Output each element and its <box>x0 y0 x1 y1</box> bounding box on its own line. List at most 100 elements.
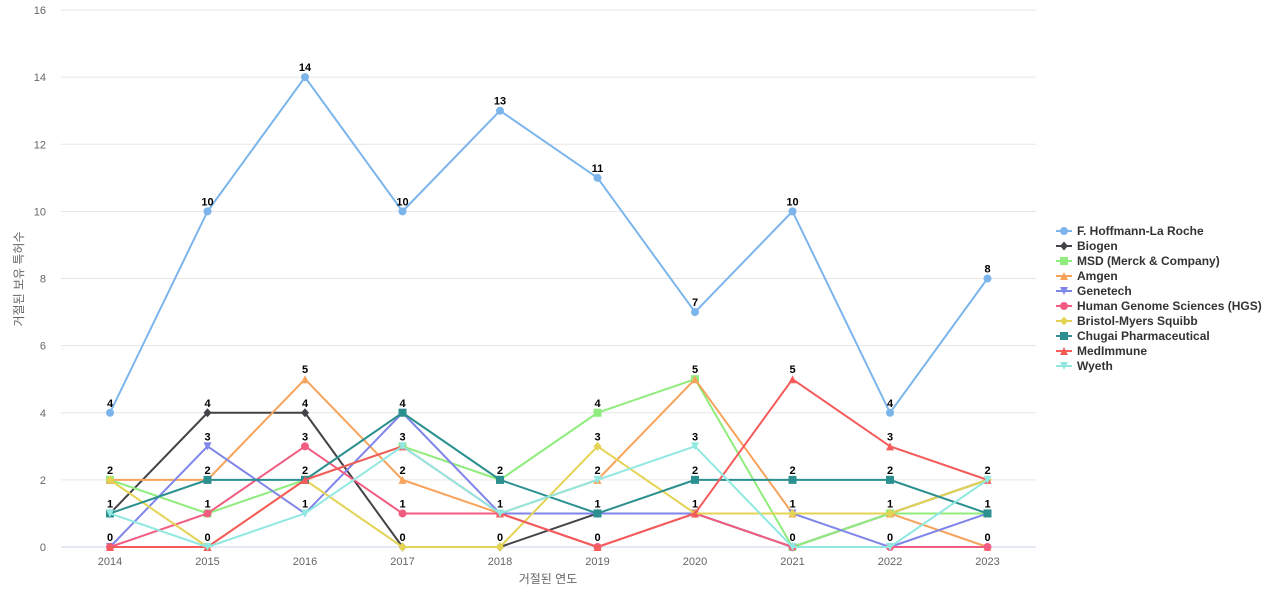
data-label: 0 <box>887 532 893 544</box>
data-point <box>691 308 699 317</box>
data-label: 7 <box>692 297 698 309</box>
data-label: 2 <box>984 465 990 477</box>
data-label: 1 <box>399 498 405 510</box>
legend-item[interactable]: Biogen <box>1056 239 1118 253</box>
data-point <box>496 475 504 484</box>
data-label: 2 <box>594 465 600 477</box>
data-label: 5 <box>789 364 795 376</box>
y-tick-label: 8 <box>40 274 46 286</box>
data-label: 4 <box>107 398 114 410</box>
data-label: 5 <box>302 364 308 376</box>
data-point <box>398 442 407 451</box>
x-tick-label: 2021 <box>780 556 804 568</box>
legend-label: F. Hoffmann-La Roche <box>1077 224 1204 238</box>
data-point <box>593 475 602 484</box>
data-label: 2 <box>887 465 893 477</box>
data-point <box>886 475 894 484</box>
legend-symbol <box>1060 302 1068 310</box>
y-axis-ticks: 0 2 4 6 8 10 12 14 16 <box>34 5 46 554</box>
data-label: 2 <box>789 465 795 477</box>
legend-item[interactable]: MSD (Merck & Company) <box>1056 254 1220 268</box>
data-label: 1 <box>594 498 600 510</box>
data-label: 2 <box>497 465 503 477</box>
data-point <box>788 207 797 216</box>
data-label: 2 <box>692 465 698 477</box>
data-point <box>691 375 699 384</box>
series-line <box>109 411 988 515</box>
data-point <box>983 509 992 518</box>
data-label: 0 <box>107 532 113 544</box>
y-tick-label: 2 <box>40 475 46 487</box>
legend-symbol <box>1060 227 1068 235</box>
data-label: 13 <box>494 96 506 108</box>
data-label: 4 <box>204 398 211 410</box>
legend-label: Bristol-Myers Squibb <box>1077 314 1198 328</box>
data-point <box>788 508 797 518</box>
data-point <box>496 509 504 518</box>
data-label: 3 <box>692 431 698 443</box>
legend-item[interactable]: Bristol-Myers Squibb <box>1056 314 1198 328</box>
data-point <box>496 106 504 115</box>
data-label: 4 <box>302 398 309 410</box>
data-point <box>886 408 894 417</box>
data-point <box>106 543 114 551</box>
data-label: 10 <box>201 196 213 208</box>
data-point <box>301 442 309 451</box>
data-point <box>886 508 894 518</box>
y-tick-label: 0 <box>40 542 46 554</box>
series-group <box>106 73 992 552</box>
data-point <box>106 475 114 485</box>
legend-label: MedImmune <box>1077 344 1147 358</box>
series-9 <box>106 442 992 551</box>
data-point <box>691 442 699 451</box>
legend-item[interactable]: Wyeth <box>1056 359 1113 373</box>
data-label: 1 <box>984 498 990 510</box>
data-label: 1 <box>692 498 698 510</box>
legend-item[interactable]: Amgen <box>1056 269 1118 283</box>
data-label: 0 <box>594 532 600 544</box>
data-label: 3 <box>399 431 405 443</box>
legend-symbol <box>1060 272 1068 280</box>
data-label: 1 <box>789 498 795 510</box>
x-tick-label: 2014 <box>98 556 122 568</box>
data-point <box>983 475 992 484</box>
legend-label: MSD (Merck & Company) <box>1077 254 1220 268</box>
data-label: 3 <box>302 431 308 443</box>
legend-item[interactable]: Chugai Pharmaceutical <box>1056 329 1210 343</box>
data-point <box>203 408 212 418</box>
y-tick-label: 10 <box>34 206 46 218</box>
legend-label: Chugai Pharmaceutical <box>1077 329 1210 343</box>
series-line <box>109 76 989 414</box>
data-label: 2 <box>399 465 405 477</box>
data-point <box>398 408 407 417</box>
legend-symbol <box>1060 316 1068 326</box>
data-label: 0 <box>497 532 503 544</box>
data-label: 0 <box>789 532 795 544</box>
legend-item[interactable]: F. Hoffmann-La Roche <box>1056 224 1204 238</box>
data-point <box>691 475 699 484</box>
legend-item[interactable]: MedImmune <box>1056 344 1147 358</box>
x-tick-label: 2015 <box>195 556 219 568</box>
data-point <box>983 543 992 551</box>
legend-item[interactable]: Genetech <box>1056 284 1132 298</box>
data-label: 1 <box>107 498 113 510</box>
x-tick-label: 2019 <box>585 556 609 568</box>
data-point <box>301 475 309 484</box>
legend-item[interactable]: Human Genome Sciences (HGS) <box>1056 299 1262 313</box>
y-tick-label: 4 <box>40 408 46 420</box>
legend-label: Genetech <box>1077 284 1132 298</box>
x-tick-label: 2020 <box>683 556 707 568</box>
data-point <box>398 207 407 216</box>
data-point <box>301 509 309 518</box>
series-line <box>109 445 989 548</box>
data-point <box>301 375 309 384</box>
data-label: 4 <box>887 398 894 410</box>
series-0 <box>106 73 992 417</box>
data-label: 2 <box>302 465 308 477</box>
legend-symbol <box>1060 362 1068 370</box>
y-axis-title: 거절된 보유 특허수 <box>12 232 26 327</box>
legend-label: Wyeth <box>1077 359 1113 373</box>
x-tick-label: 2022 <box>878 556 902 568</box>
